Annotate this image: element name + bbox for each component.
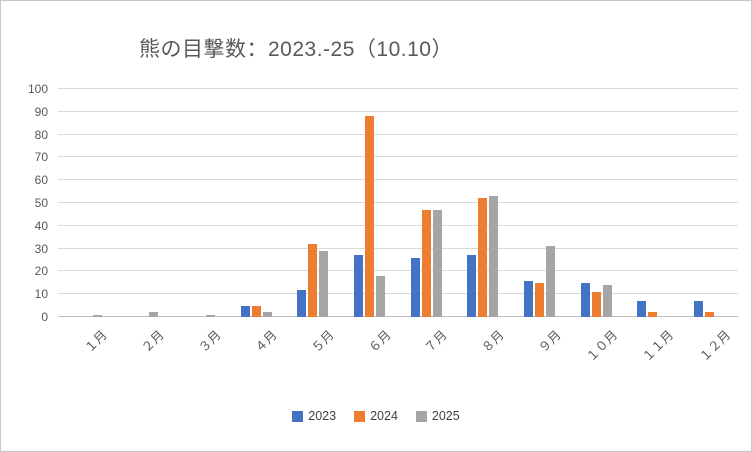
x-tick-label: １１月 <box>640 327 677 365</box>
bar-2025 <box>206 314 216 317</box>
x-tick-label: ４月 <box>252 327 281 356</box>
bar-2023 <box>354 255 364 317</box>
bar-2024 <box>705 312 715 317</box>
bar-group-3 <box>171 89 228 317</box>
bar-group-4 <box>228 89 285 317</box>
y-tick-label: 10 <box>34 287 48 302</box>
x-tick-label: ３月 <box>195 327 224 356</box>
x-tick-label: １０月 <box>583 327 621 365</box>
bar-2023 <box>580 282 590 317</box>
bar-2025 <box>92 314 102 317</box>
y-tick-label: 60 <box>34 173 48 188</box>
y-tick-label: 30 <box>34 241 48 256</box>
bar-2023 <box>467 255 477 317</box>
legend-swatch-icon <box>415 410 427 422</box>
gridline <box>58 293 738 295</box>
bar-2025 <box>319 250 329 317</box>
x-tick-label: ６月 <box>365 327 394 356</box>
chart-title: 熊の目撃数：2023.-25（10.10） <box>139 38 453 61</box>
y-tick-label: 90 <box>34 104 48 119</box>
bar-group-12 <box>681 89 738 317</box>
bar-2023 <box>694 301 704 317</box>
gridline <box>58 316 738 317</box>
gridline <box>58 247 738 249</box>
gridline <box>58 270 738 272</box>
x-tick-label: ５月 <box>309 327 337 356</box>
bar-2024 <box>308 244 318 317</box>
bar-2025 <box>489 196 499 317</box>
x-tick-label: ９月 <box>535 327 564 356</box>
bar-2023 <box>240 305 250 317</box>
bar-2025 <box>432 209 442 317</box>
bar-group-6 <box>341 89 398 317</box>
bar-2024 <box>591 291 601 317</box>
bar-group-7 <box>398 89 455 317</box>
gridline <box>58 156 738 158</box>
bar-2024 <box>648 312 658 317</box>
gridline <box>58 202 738 203</box>
bar-2025 <box>376 275 386 317</box>
legend-item-2025: 2025 <box>415 409 460 423</box>
gridline <box>58 179 738 181</box>
y-tick-label: 100 <box>27 82 48 96</box>
y-tick-label: 0 <box>41 310 48 324</box>
bar-group-8 <box>455 89 512 317</box>
legend-swatch-icon <box>292 410 304 422</box>
bar-2025 <box>262 312 272 317</box>
gridline <box>58 224 738 226</box>
y-tick-label: 50 <box>34 196 48 210</box>
x-tick-label: １２月 <box>696 327 734 365</box>
legend-swatch-icon <box>354 410 366 422</box>
legend-label: 2025 <box>431 409 460 423</box>
legend-label: 2024 <box>370 409 398 423</box>
bar-group-10 <box>568 89 625 317</box>
x-tick-label: ７月 <box>422 327 451 356</box>
bar-2025 <box>546 246 556 317</box>
bar-group-9 <box>511 89 568 317</box>
y-tick-label: 80 <box>34 127 48 142</box>
bar-2024 <box>251 305 261 317</box>
bar-2023 <box>524 280 534 317</box>
legend: 2023 2024 2025 <box>1 409 751 423</box>
bar-group-1 <box>58 89 115 317</box>
bar-group-5 <box>285 89 342 317</box>
bar-2024 <box>478 198 488 317</box>
bar-2025 <box>149 312 159 317</box>
bar-2024 <box>535 282 545 317</box>
gridline <box>58 88 738 89</box>
bar-2025 <box>602 285 612 317</box>
bar-group-2 <box>115 89 172 317</box>
bar-group-11 <box>625 89 682 317</box>
bar-2024 <box>365 116 375 317</box>
gridline <box>58 110 738 112</box>
y-tick-label: 40 <box>34 218 48 233</box>
bar-2023 <box>637 301 647 317</box>
bar-2023 <box>297 289 307 317</box>
legend-label: 2023 <box>308 409 337 423</box>
y-tick-label: 70 <box>34 150 48 165</box>
plot-area <box>58 88 738 317</box>
bar-2023 <box>410 257 420 317</box>
x-tick-label: ８月 <box>479 327 507 356</box>
legend-item-2023: 2023 <box>292 409 336 423</box>
x-tick-label: ２月 <box>139 327 167 356</box>
legend-item-2024: 2024 <box>354 409 398 423</box>
bar-2024 <box>421 209 431 317</box>
x-tick-label: １月 <box>82 327 111 356</box>
gridline <box>58 133 738 135</box>
y-tick-label: 20 <box>34 264 48 279</box>
